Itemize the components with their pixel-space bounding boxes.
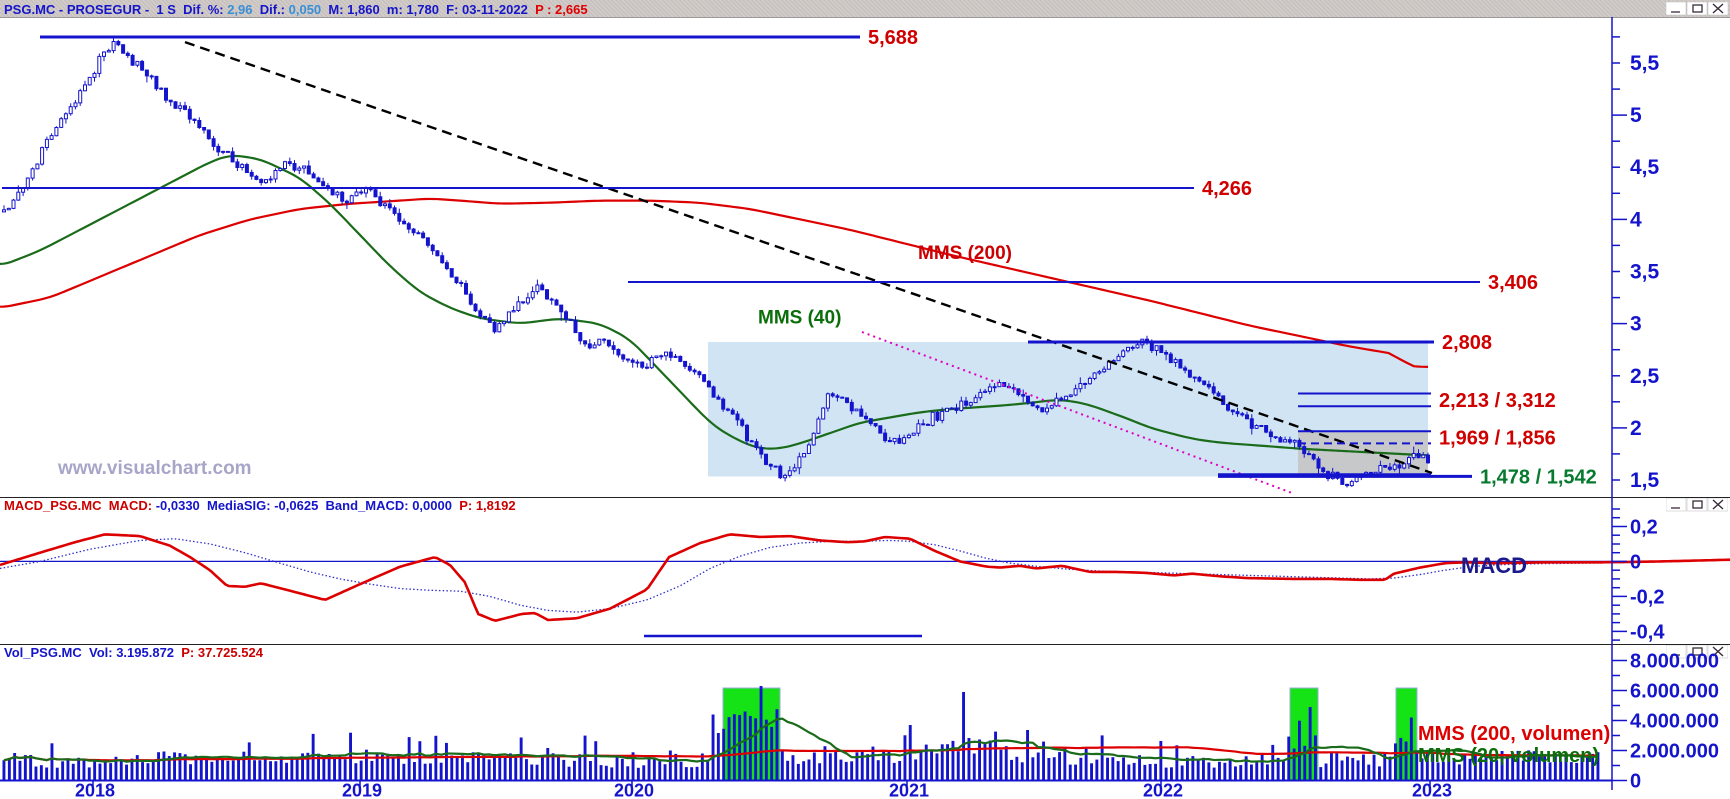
svg-text:2021: 2021	[889, 781, 929, 799]
svg-text:0: 0	[1630, 551, 1641, 573]
svg-text:2.000.000: 2.000.000	[1630, 741, 1719, 763]
svg-text:-0,4: -0,4	[1630, 621, 1665, 643]
svg-text:8.000.000: 8.000.000	[1630, 651, 1719, 673]
svg-text:2020: 2020	[614, 781, 654, 799]
svg-text:www.visualchart.com: www.visualchart.com	[57, 458, 252, 479]
svg-text:2,213 / 3,312: 2,213 / 3,312	[1439, 390, 1556, 412]
svg-text:MMS (40): MMS (40)	[758, 308, 841, 329]
svg-text:2,808: 2,808	[1442, 332, 1492, 354]
svg-text:2022: 2022	[1143, 781, 1183, 799]
svg-text:5,5: 5,5	[1630, 52, 1660, 75]
svg-text:MMS (20, volumen): MMS (20, volumen)	[1418, 745, 1599, 767]
svg-text:4: 4	[1630, 208, 1642, 231]
svg-text:4,5: 4,5	[1630, 156, 1660, 179]
svg-text:0,2: 0,2	[1630, 517, 1658, 539]
svg-text:MACD: MACD	[1461, 553, 1527, 578]
svg-text:2,5: 2,5	[1630, 365, 1660, 388]
svg-text:1,478 / 1,542: 1,478 / 1,542	[1480, 466, 1597, 488]
svg-text:2019: 2019	[342, 781, 382, 799]
svg-text:2: 2	[1630, 417, 1642, 440]
svg-text:1,5: 1,5	[1630, 469, 1660, 492]
svg-text:2018: 2018	[75, 781, 115, 799]
svg-text:MMS (200, volumen): MMS (200, volumen)	[1418, 723, 1610, 745]
svg-text:0: 0	[1630, 771, 1641, 793]
svg-text:-0,2: -0,2	[1630, 586, 1664, 608]
svg-text:3,5: 3,5	[1630, 261, 1660, 284]
svg-text:5: 5	[1630, 104, 1642, 127]
svg-text:MMS (200): MMS (200)	[918, 243, 1012, 264]
svg-text:2023: 2023	[1412, 781, 1452, 799]
svg-text:4,266: 4,266	[1202, 178, 1252, 200]
svg-text:3: 3	[1630, 313, 1642, 336]
svg-text:1,969 / 1,856: 1,969 / 1,856	[1439, 427, 1556, 449]
svg-text:5,688: 5,688	[868, 27, 918, 49]
svg-text:6.000.000: 6.000.000	[1630, 681, 1719, 703]
svg-text:3,406: 3,406	[1488, 272, 1538, 294]
svg-text:4.000.000: 4.000.000	[1630, 711, 1719, 733]
